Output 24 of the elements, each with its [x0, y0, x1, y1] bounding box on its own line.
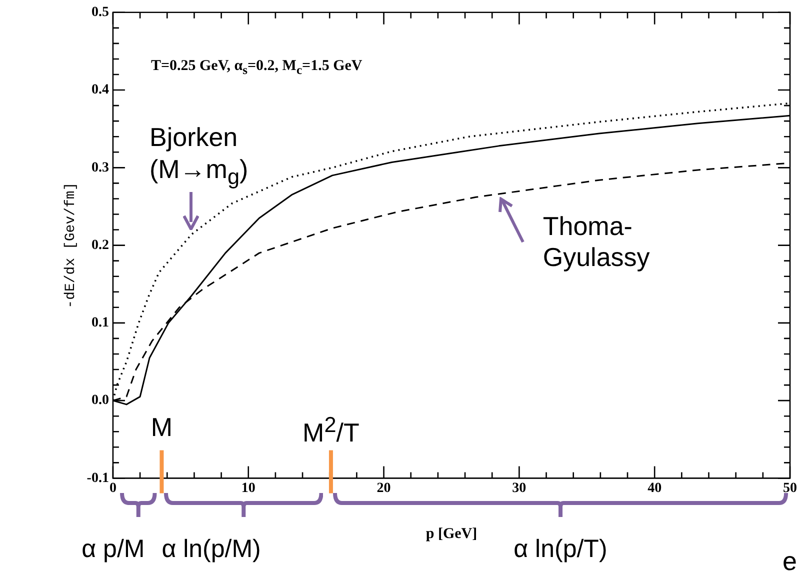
- x-axis-title: p [GeV]: [426, 526, 478, 542]
- x-tick-label: 30: [512, 481, 526, 496]
- x-tick-label: 0: [109, 481, 116, 496]
- text: e: [782, 546, 797, 571]
- y-tick-label: 0.3: [91, 160, 109, 176]
- text: α ln(p/T): [514, 535, 608, 564]
- x-tick-label: 20: [376, 481, 391, 496]
- y-axis-title: -dE/dx [Gev/fm]: [63, 182, 80, 308]
- ref-line-label: M$^{2}$/T: [302, 412, 360, 450]
- annotation: Bjorken (M→m$_{g}$): [149, 122, 248, 190]
- text: α p/M: [82, 534, 145, 564]
- x-tick-label: 50: [783, 481, 797, 496]
- y-tick-label: 0.1: [91, 316, 109, 331]
- ref-line-label: M: [150, 412, 174, 444]
- y-tick-label: 0.2: [91, 238, 109, 253]
- text: α ln(p/M): [162, 534, 261, 564]
- x-tick-label: 40: [648, 481, 662, 496]
- x-tick-label: 10: [241, 481, 256, 496]
- y-tick-label: 0.0: [91, 393, 109, 408]
- y-tick-label: 0.5: [91, 5, 109, 20]
- annotation: Thoma- Gyulassy: [542, 211, 650, 274]
- y-tick-label: 0.4: [91, 82, 109, 98]
- annotation: T=0.25 GeV, α$_{s}$=0.2, M$_{c}$=1.5 GeV: [150, 58, 362, 78]
- y-tick-label: -0.1: [86, 470, 109, 486]
